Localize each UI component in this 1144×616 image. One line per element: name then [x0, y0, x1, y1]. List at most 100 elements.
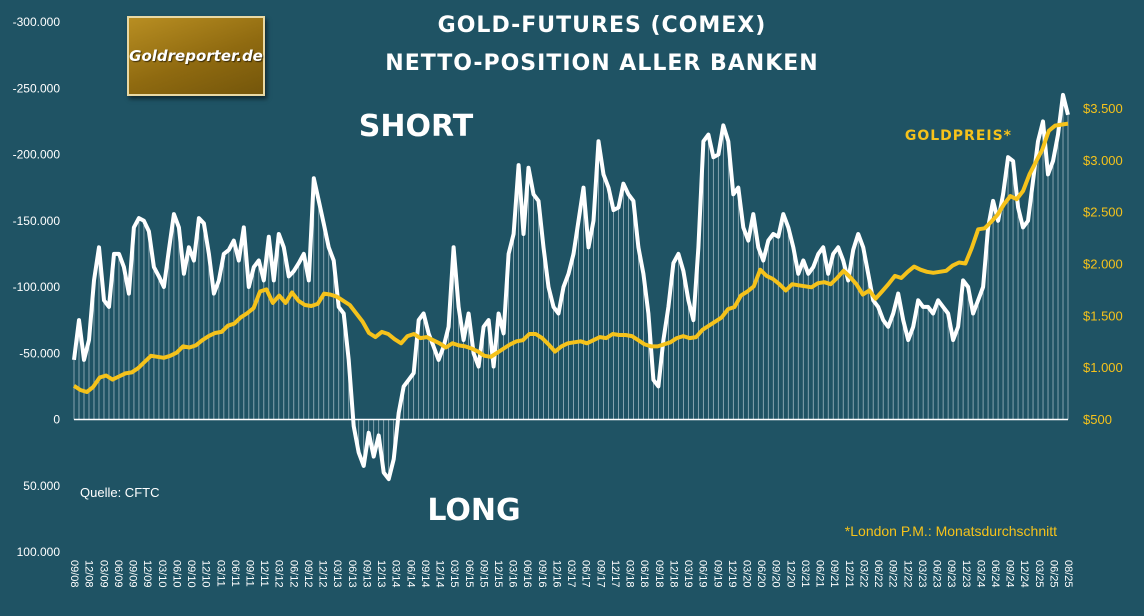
x-tick-label: 03/13: [331, 560, 343, 588]
left-tick-label: 50.000: [23, 479, 60, 493]
x-tick-label: 09/22: [887, 560, 899, 588]
left-axis: -300.000 -250.000 -200.000 -150.000 -100.000…: [13, 15, 61, 559]
long-label: LONG: [427, 493, 520, 528]
short-label: SHORT: [359, 109, 474, 144]
x-tick-label: 03/24: [974, 560, 986, 588]
x-tick-label: 03/23: [916, 560, 928, 588]
x-tick-label: 09/17: [594, 560, 606, 588]
x-tick-label: 12/13: [375, 560, 387, 588]
x-tick-label: 09/16: [536, 560, 548, 588]
left-tick-label: -100.000: [13, 280, 61, 294]
x-tick-label: 06/22: [872, 560, 884, 588]
x-tick-label: 09/11: [243, 560, 255, 587]
series-lines: [72, 92, 1070, 482]
x-tick-label: 12/09: [141, 560, 153, 588]
left-tick-label: -250.000: [13, 81, 61, 95]
x-tick-label: 03/10: [156, 560, 168, 588]
x-tick-label: 12/19: [726, 560, 738, 588]
x-tick-label: 06/09: [112, 560, 124, 588]
x-tick-label: 03/20: [740, 560, 752, 588]
x-tick-label: 12/08: [83, 560, 95, 588]
right-tick-label: $1.000: [1083, 360, 1123, 375]
right-tick-label: $2.500: [1083, 205, 1123, 220]
right-tick-label: $1.500: [1083, 308, 1123, 323]
x-tick-label: 06/24: [989, 560, 1001, 588]
right-tick-label: $3.000: [1083, 153, 1123, 168]
net-position-line: [72, 92, 1070, 482]
x-axis: 09/08 12/08 03/09 06/09 09/09 12/09 03/10 06/10…: [68, 560, 1074, 588]
chart-title: GOLD-FUTURES (COMEX): [438, 13, 767, 38]
right-tick-label: $500: [1083, 412, 1112, 427]
x-tick-label: 06/18: [638, 560, 650, 588]
x-tick-label: 06/19: [697, 560, 709, 588]
gold-price-line: [72, 121, 1069, 394]
x-tick-label: 09/19: [711, 560, 723, 588]
x-tick-label: 12/14: [433, 560, 445, 588]
x-tick-label: 03/25: [1033, 560, 1045, 588]
x-tick-label: 12/22: [901, 560, 913, 588]
x-tick-label: 09/12: [302, 560, 314, 588]
left-tick-label: -300.000: [13, 15, 61, 29]
x-tick-label: 09/13: [360, 560, 372, 588]
x-tick-label: 03/11: [214, 560, 226, 587]
x-tick-label: 06/11: [229, 560, 241, 587]
x-tick-label: 12/10: [200, 560, 212, 588]
x-tick-label: 06/23: [930, 560, 942, 588]
left-tick-label: -50.000: [19, 346, 60, 360]
x-tick-label: 09/20: [770, 560, 782, 588]
x-tick-label: 03/16: [507, 560, 519, 588]
x-tick-label: 06/15: [463, 560, 475, 588]
x-tick-label: 09/14: [419, 560, 431, 588]
goldpreis-label: GOLDPREIS*: [905, 128, 1012, 144]
x-tick-label: 09/09: [127, 560, 139, 588]
x-tick-label: 12/12: [317, 560, 329, 588]
x-tick-label: 06/21: [814, 560, 826, 588]
footnote-label: *London P.M.: Monatsdurchschnitt: [845, 523, 1057, 539]
x-tick-label: 09/18: [653, 560, 665, 588]
source-label: Quelle: CFTC: [80, 485, 159, 500]
x-tick-label: 09/10: [185, 560, 197, 588]
x-tick-label: 03/09: [97, 560, 109, 588]
x-tick-label: 03/19: [682, 560, 694, 588]
x-tick-label: 12/17: [609, 560, 621, 588]
right-tick-label: $2.000: [1083, 257, 1123, 272]
x-tick-label: 06/10: [170, 560, 182, 588]
x-tick-label: 08/25: [1062, 560, 1074, 588]
logo-text: Goldreporter.de: [129, 47, 263, 65]
x-tick-label: 12/18: [667, 560, 679, 588]
x-tick-label: 06/25: [1047, 560, 1059, 588]
goldreporter-logo[interactable]: Goldreporter.de: [127, 16, 265, 96]
x-tick-label: 12/20: [784, 560, 796, 588]
x-tick-label: 03/21: [799, 560, 811, 588]
x-tick-label: 06/13: [346, 560, 358, 588]
x-tick-label: 09/15: [477, 560, 489, 588]
x-tick-label: 12/21: [843, 560, 855, 588]
x-tick-label: 12/11: [258, 560, 270, 587]
x-tick-label: 06/12: [287, 560, 299, 588]
chart-subtitle: NETTO-POSITION ALLER BANKEN: [385, 51, 818, 76]
x-tick-label: 06/14: [404, 560, 416, 588]
left-tick-label: 100.000: [17, 545, 61, 559]
x-tick-label: 12/15: [492, 560, 504, 588]
left-tick-label: -200.000: [13, 148, 61, 162]
x-tick-label: 06/16: [521, 560, 533, 588]
x-tick-label: 03/15: [448, 560, 460, 588]
x-tick-label: 09/21: [828, 560, 840, 588]
right-axis: $500 $1.000 $1.500 $2.000 $2.500 $3.000 $3.500: [1083, 101, 1123, 427]
x-tick-label: 03/12: [273, 560, 285, 588]
x-tick-label: 09/08: [68, 560, 80, 588]
x-tick-label: 03/22: [857, 560, 869, 588]
x-tick-label: 12/24: [1018, 560, 1030, 588]
x-tick-label: 12/23: [960, 560, 972, 588]
x-tick-label: 06/20: [755, 560, 767, 588]
right-tick-label: $3.500: [1083, 101, 1123, 116]
x-tick-label: 09/24: [1004, 560, 1016, 588]
x-tick-label: 09/23: [945, 560, 957, 588]
x-tick-label: 03/17: [565, 560, 577, 588]
x-tick-label: 06/17: [580, 560, 592, 588]
left-tick-label: -150.000: [13, 214, 61, 228]
position-fill: [73, 94, 1069, 480]
left-tick-label: 0: [53, 413, 60, 427]
